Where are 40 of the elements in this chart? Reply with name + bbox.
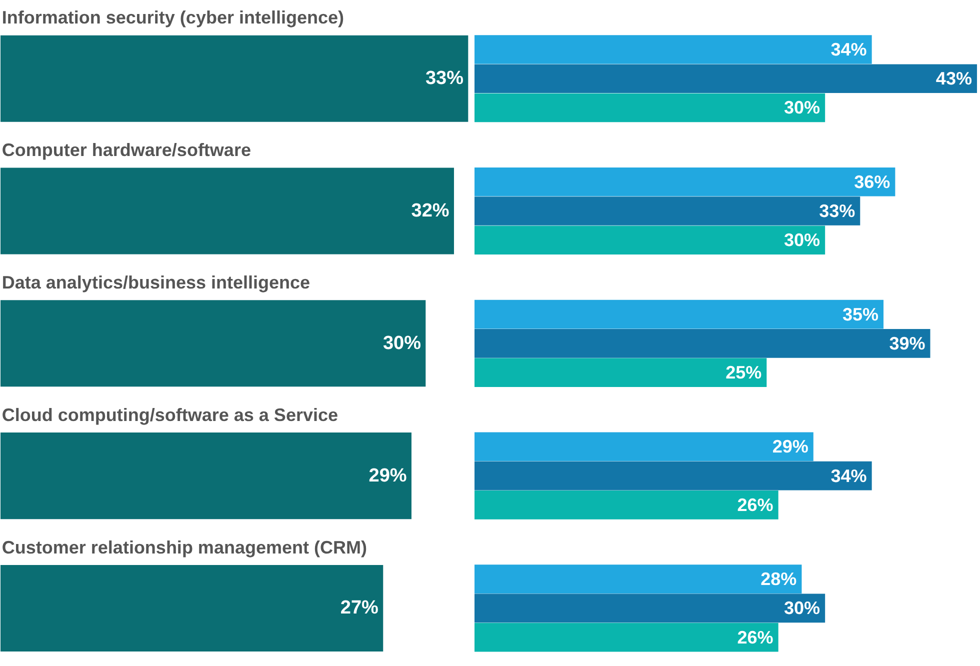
data-label: 26% bbox=[737, 627, 774, 648]
bar bbox=[474, 300, 884, 329]
data-label: 43% bbox=[936, 68, 972, 89]
data-label: 30% bbox=[784, 598, 820, 618]
bar bbox=[474, 461, 872, 490]
data-label: 32% bbox=[411, 200, 450, 222]
y-tick-label: Data analytics/business intelligence bbox=[2, 272, 310, 293]
data-label: 34% bbox=[830, 39, 867, 60]
data-label: 36% bbox=[854, 172, 890, 192]
bar bbox=[474, 490, 778, 520]
bar bbox=[474, 358, 767, 387]
bar bbox=[474, 226, 826, 255]
bar bbox=[474, 196, 860, 226]
data-label: 29% bbox=[368, 465, 407, 486]
data-label: 25% bbox=[726, 362, 762, 383]
data-label: 33% bbox=[819, 201, 856, 222]
data-label: 39% bbox=[889, 333, 926, 354]
data-label: 30% bbox=[784, 98, 820, 118]
y-tick-label: Cloud computing/software as a Service bbox=[2, 404, 338, 425]
bar bbox=[474, 622, 778, 652]
data-label: 27% bbox=[340, 598, 379, 619]
data-label: 28% bbox=[760, 569, 797, 590]
data-label: 29% bbox=[772, 436, 808, 457]
bar bbox=[474, 35, 872, 64]
y-tick-label: Computer hardware/software bbox=[2, 140, 251, 160]
data-label: 30% bbox=[784, 230, 820, 250]
bar bbox=[474, 93, 826, 122]
y-tick-label: Customer relationship management (CRM) bbox=[2, 537, 367, 558]
data-label: 30% bbox=[382, 332, 422, 354]
bar bbox=[474, 432, 814, 462]
data-label: 26% bbox=[737, 494, 774, 515]
bar bbox=[474, 594, 826, 623]
data-label: 33% bbox=[425, 68, 464, 90]
y-tick-label: Information security (cyber intelligence) bbox=[2, 8, 344, 28]
data-label: 34% bbox=[830, 466, 867, 486]
data-label: 35% bbox=[842, 304, 878, 324]
bar bbox=[474, 329, 930, 358]
bar bbox=[474, 167, 896, 196]
bar bbox=[474, 64, 977, 94]
bar bbox=[474, 564, 802, 594]
